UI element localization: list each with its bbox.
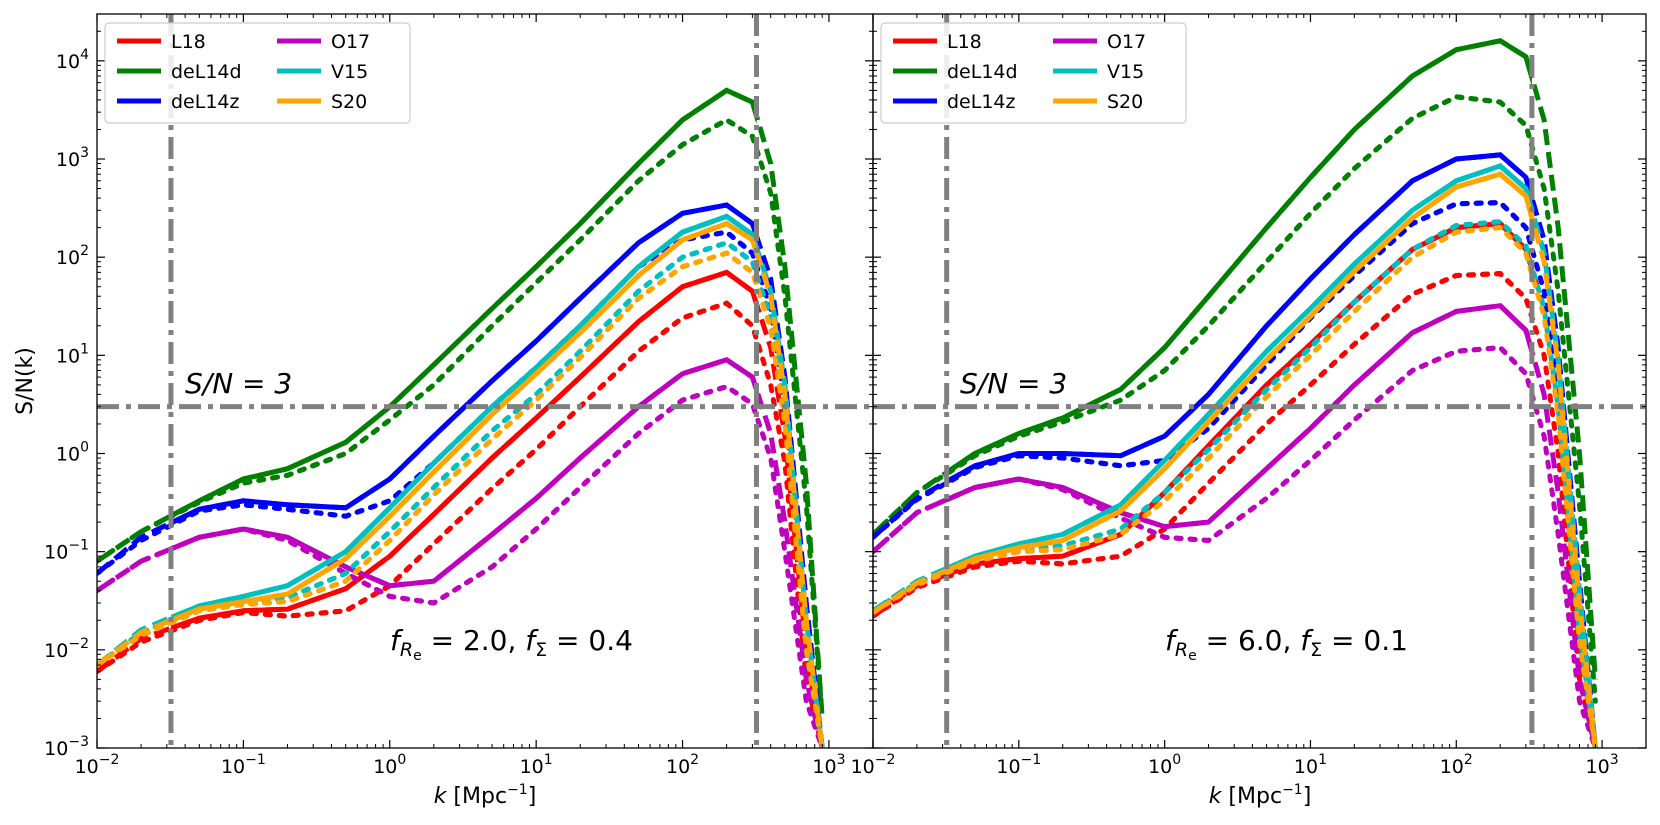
series-V15-line-outer (97, 213, 825, 748)
series-L18-line (946, 221, 1532, 578)
series-deL14z-dotted-line-outer (873, 200, 1598, 748)
right-plot-frame (872, 13, 1647, 749)
legend-label-deL14d: deL14d (947, 61, 1018, 83)
y-tick-label: 102 (56, 243, 89, 269)
y-tick-label: 103 (56, 145, 89, 171)
legend-box (880, 22, 1187, 124)
legend-label-deL14d: deL14d (171, 61, 242, 83)
right-legend: L18 deL14d deL14z O17 V15 S20 (880, 22, 1187, 124)
series-L18-dotted-line (946, 271, 1532, 580)
x-tick-label: 10−1 (221, 752, 266, 778)
legend-box (104, 22, 411, 124)
left-legend: L18 deL14d deL14z O17 V15 S20 (104, 22, 411, 124)
y-axis-label: S/N(k) (13, 347, 38, 415)
y-tick-label: 101 (56, 341, 89, 367)
series-O17-line (170, 357, 757, 589)
series-L18-dotted-line-outer (873, 271, 1598, 748)
series-deL14d-line (170, 87, 757, 519)
panel-left: 10−2 10−1 100 101 102 10310−310−210−110010110… (44, 13, 874, 778)
legend-label-L18: L18 (947, 31, 982, 53)
y-tick-label: 10−1 (44, 538, 89, 564)
series-V15-dotted-line (170, 240, 757, 624)
x-tick-label: 103 (812, 752, 845, 778)
legend-label-deL14z: deL14z (171, 91, 240, 113)
series-S20-line (946, 171, 1532, 574)
legend-label-V15: V15 (1107, 61, 1144, 83)
y-tick-label: 100 (56, 440, 89, 466)
series-O17-dotted-line (946, 345, 1532, 544)
series-deL14d-dotted-line (170, 116, 757, 520)
legend-label-L18: L18 (171, 31, 206, 53)
right-reference-lines (873, 14, 1646, 748)
left-reference-lines (97, 14, 873, 748)
y-tick-label: 104 (56, 47, 89, 73)
right-series-lines (873, 38, 1598, 748)
series-S20-dotted-line (170, 250, 757, 626)
series-deL14z-line (170, 202, 757, 526)
series-O17-dotted-line (170, 383, 757, 606)
x-tick-label: 102 (666, 752, 699, 778)
x-tick-label: 10−2 (75, 752, 120, 778)
series-deL14z-line-outer (97, 202, 825, 748)
left-ticks: 10−2 10−1 100 101 102 10310−310−210−110010110… (44, 13, 874, 778)
x-tick-label: 102 (1440, 752, 1473, 778)
series-deL14z-dotted-line (946, 200, 1532, 486)
y-tick-label: 10−2 (44, 636, 89, 662)
series-S20-line (170, 220, 757, 624)
legend-label-S20: S20 (331, 91, 367, 113)
legend-label-V15: V15 (331, 61, 368, 83)
series-deL14d-line (946, 38, 1532, 476)
x-tick-label: 103 (1586, 752, 1619, 778)
series-S20-dotted-line (946, 224, 1532, 576)
series-O17-line-outer (97, 357, 825, 748)
x-tick-label: 10−2 (851, 752, 896, 778)
x-tick-label: 101 (520, 752, 553, 778)
x-tick-label: 101 (1294, 752, 1327, 778)
series-deL14d-line-outer (873, 38, 1598, 680)
right-x-axis-label: k [Mpc−1] (1209, 782, 1312, 809)
legend-label-O17: O17 (1107, 31, 1146, 53)
panel-right: 10−2 10−1 100 101 102 103 S/N = 3 fRe = 6.0, … (851, 13, 1647, 778)
right-parameter-annotation: fRe = 6.0, fΣ = 0.1 (1165, 624, 1408, 664)
legend-label-O17: O17 (331, 31, 370, 53)
series-V15-line (170, 213, 757, 621)
series-deL14d-dotted-line (946, 94, 1532, 477)
left-ref-label: S/N = 3 (185, 367, 292, 400)
series-V15-line (946, 163, 1532, 572)
x-tick-label: 100 (373, 752, 406, 778)
right-ticks: 10−2 10−1 100 101 102 103 (851, 13, 1647, 778)
x-tick-label: 10−1 (996, 752, 1041, 778)
x-tick-label: 100 (1148, 752, 1181, 778)
y-tick-label: 10−3 (44, 734, 89, 760)
left-parameter-annotation: fRe = 2.0, fΣ = 0.4 (390, 624, 633, 664)
left-x-axis-label: k [Mpc−1] (434, 782, 537, 809)
left-series-lines (97, 87, 825, 748)
legend-label-S20: S20 (1107, 91, 1143, 113)
series-S20-line-outer (97, 220, 825, 748)
legend-label-deL14z: deL14z (947, 91, 1016, 113)
series-S20-line-outer (873, 171, 1598, 748)
right-ref-label: S/N = 3 (960, 367, 1067, 400)
series-L18-dotted-line (170, 300, 757, 634)
